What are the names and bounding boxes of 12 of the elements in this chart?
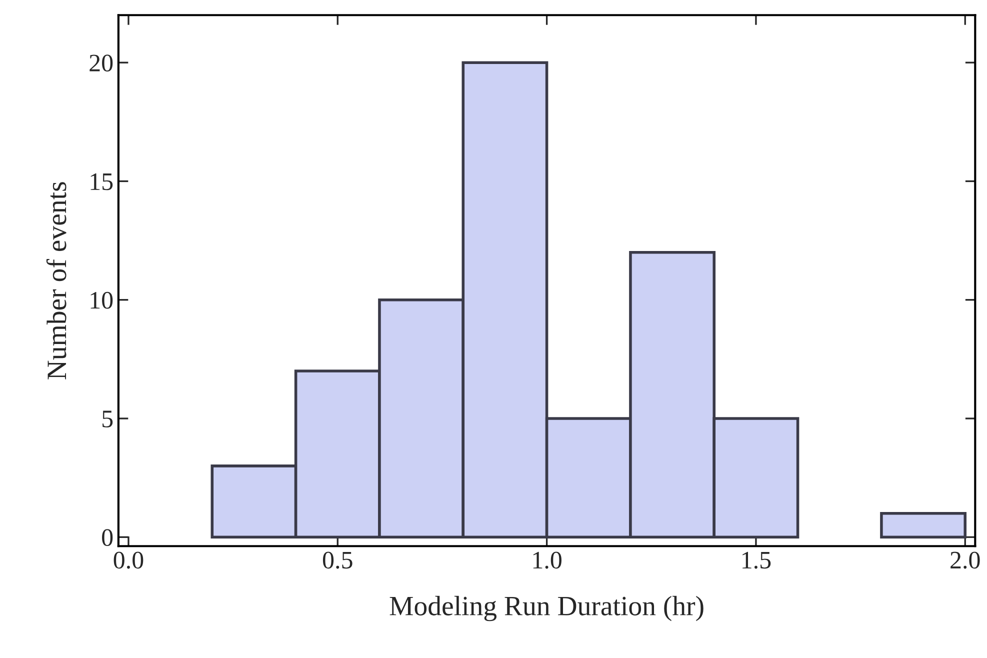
y-tick-label: 5 [102, 410, 113, 428]
x-tick-label: 2.0 [950, 552, 980, 569]
y-axis-title: Number of events [46, 182, 66, 380]
x-tick-label: 1.0 [533, 552, 562, 569]
x-tick-label: 0.0 [114, 552, 144, 569]
x-tick-label: 0.5 [322, 552, 352, 569]
x-axis-title: Modeling Run Duration (hr) [390, 596, 704, 622]
y-tick-label: 10 [90, 292, 113, 309]
x-tick-label: 1.5 [742, 552, 771, 569]
y-tick-label: 20 [90, 54, 113, 72]
y-tick-label: 15 [90, 173, 113, 190]
y-tick-label: 0 [102, 529, 113, 546]
